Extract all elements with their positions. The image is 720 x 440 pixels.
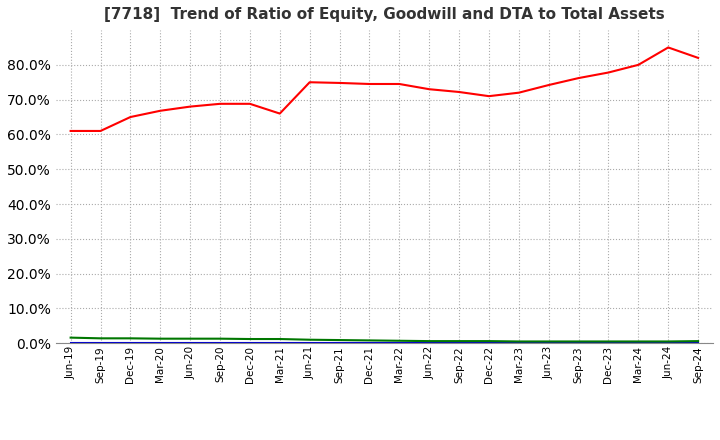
Goodwill bbox=[604, 340, 613, 345]
Goodwill bbox=[664, 340, 672, 345]
Equity bbox=[395, 81, 404, 87]
Deferred Tax Assets bbox=[604, 339, 613, 344]
Deferred Tax Assets bbox=[425, 338, 433, 344]
Deferred Tax Assets bbox=[634, 339, 643, 344]
Goodwill bbox=[186, 340, 194, 345]
Goodwill bbox=[305, 340, 314, 345]
Equity bbox=[186, 104, 194, 109]
Legend: Equity, Goodwill, Deferred Tax Assets: Equity, Goodwill, Deferred Tax Assets bbox=[190, 437, 579, 440]
Equity bbox=[246, 101, 254, 106]
Deferred Tax Assets bbox=[455, 338, 464, 344]
Line: Deferred Tax Assets: Deferred Tax Assets bbox=[71, 337, 698, 341]
Equity bbox=[664, 45, 672, 50]
Deferred Tax Assets bbox=[246, 337, 254, 342]
Goodwill bbox=[246, 340, 254, 345]
Deferred Tax Assets bbox=[544, 339, 553, 344]
Equity bbox=[216, 101, 225, 106]
Equity bbox=[485, 94, 493, 99]
Equity bbox=[156, 108, 165, 114]
Goodwill bbox=[276, 340, 284, 345]
Goodwill bbox=[485, 340, 493, 345]
Deferred Tax Assets bbox=[96, 336, 105, 341]
Goodwill bbox=[694, 340, 703, 345]
Goodwill bbox=[156, 340, 165, 345]
Equity bbox=[336, 81, 344, 86]
Deferred Tax Assets bbox=[305, 337, 314, 342]
Equity bbox=[126, 114, 135, 120]
Equity bbox=[455, 89, 464, 95]
Equity bbox=[544, 82, 553, 88]
Deferred Tax Assets bbox=[485, 338, 493, 344]
Deferred Tax Assets bbox=[694, 338, 703, 344]
Equity bbox=[66, 128, 75, 134]
Deferred Tax Assets bbox=[664, 339, 672, 344]
Equity bbox=[365, 81, 374, 87]
Goodwill bbox=[66, 340, 75, 345]
Deferred Tax Assets bbox=[575, 339, 583, 344]
Deferred Tax Assets bbox=[186, 336, 194, 341]
Equity bbox=[276, 111, 284, 116]
Deferred Tax Assets bbox=[276, 337, 284, 342]
Deferred Tax Assets bbox=[365, 338, 374, 343]
Goodwill bbox=[634, 340, 643, 345]
Equity bbox=[425, 87, 433, 92]
Deferred Tax Assets bbox=[126, 336, 135, 341]
Title: [7718]  Trend of Ratio of Equity, Goodwill and DTA to Total Assets: [7718] Trend of Ratio of Equity, Goodwil… bbox=[104, 7, 665, 22]
Equity bbox=[575, 75, 583, 81]
Equity bbox=[694, 55, 703, 61]
Equity bbox=[604, 70, 613, 75]
Equity bbox=[515, 90, 523, 95]
Goodwill bbox=[455, 340, 464, 345]
Goodwill bbox=[395, 340, 404, 345]
Equity bbox=[305, 80, 314, 85]
Deferred Tax Assets bbox=[515, 339, 523, 344]
Deferred Tax Assets bbox=[395, 338, 404, 343]
Goodwill bbox=[96, 340, 105, 345]
Goodwill bbox=[126, 340, 135, 345]
Deferred Tax Assets bbox=[66, 335, 75, 340]
Goodwill bbox=[575, 340, 583, 345]
Equity bbox=[96, 128, 105, 134]
Deferred Tax Assets bbox=[336, 337, 344, 343]
Goodwill bbox=[216, 340, 225, 345]
Goodwill bbox=[336, 340, 344, 345]
Line: Equity: Equity bbox=[71, 48, 698, 131]
Deferred Tax Assets bbox=[216, 336, 225, 341]
Goodwill bbox=[365, 340, 374, 345]
Equity bbox=[634, 62, 643, 67]
Deferred Tax Assets bbox=[156, 336, 165, 341]
Goodwill bbox=[425, 340, 433, 345]
Goodwill bbox=[544, 340, 553, 345]
Goodwill bbox=[515, 340, 523, 345]
